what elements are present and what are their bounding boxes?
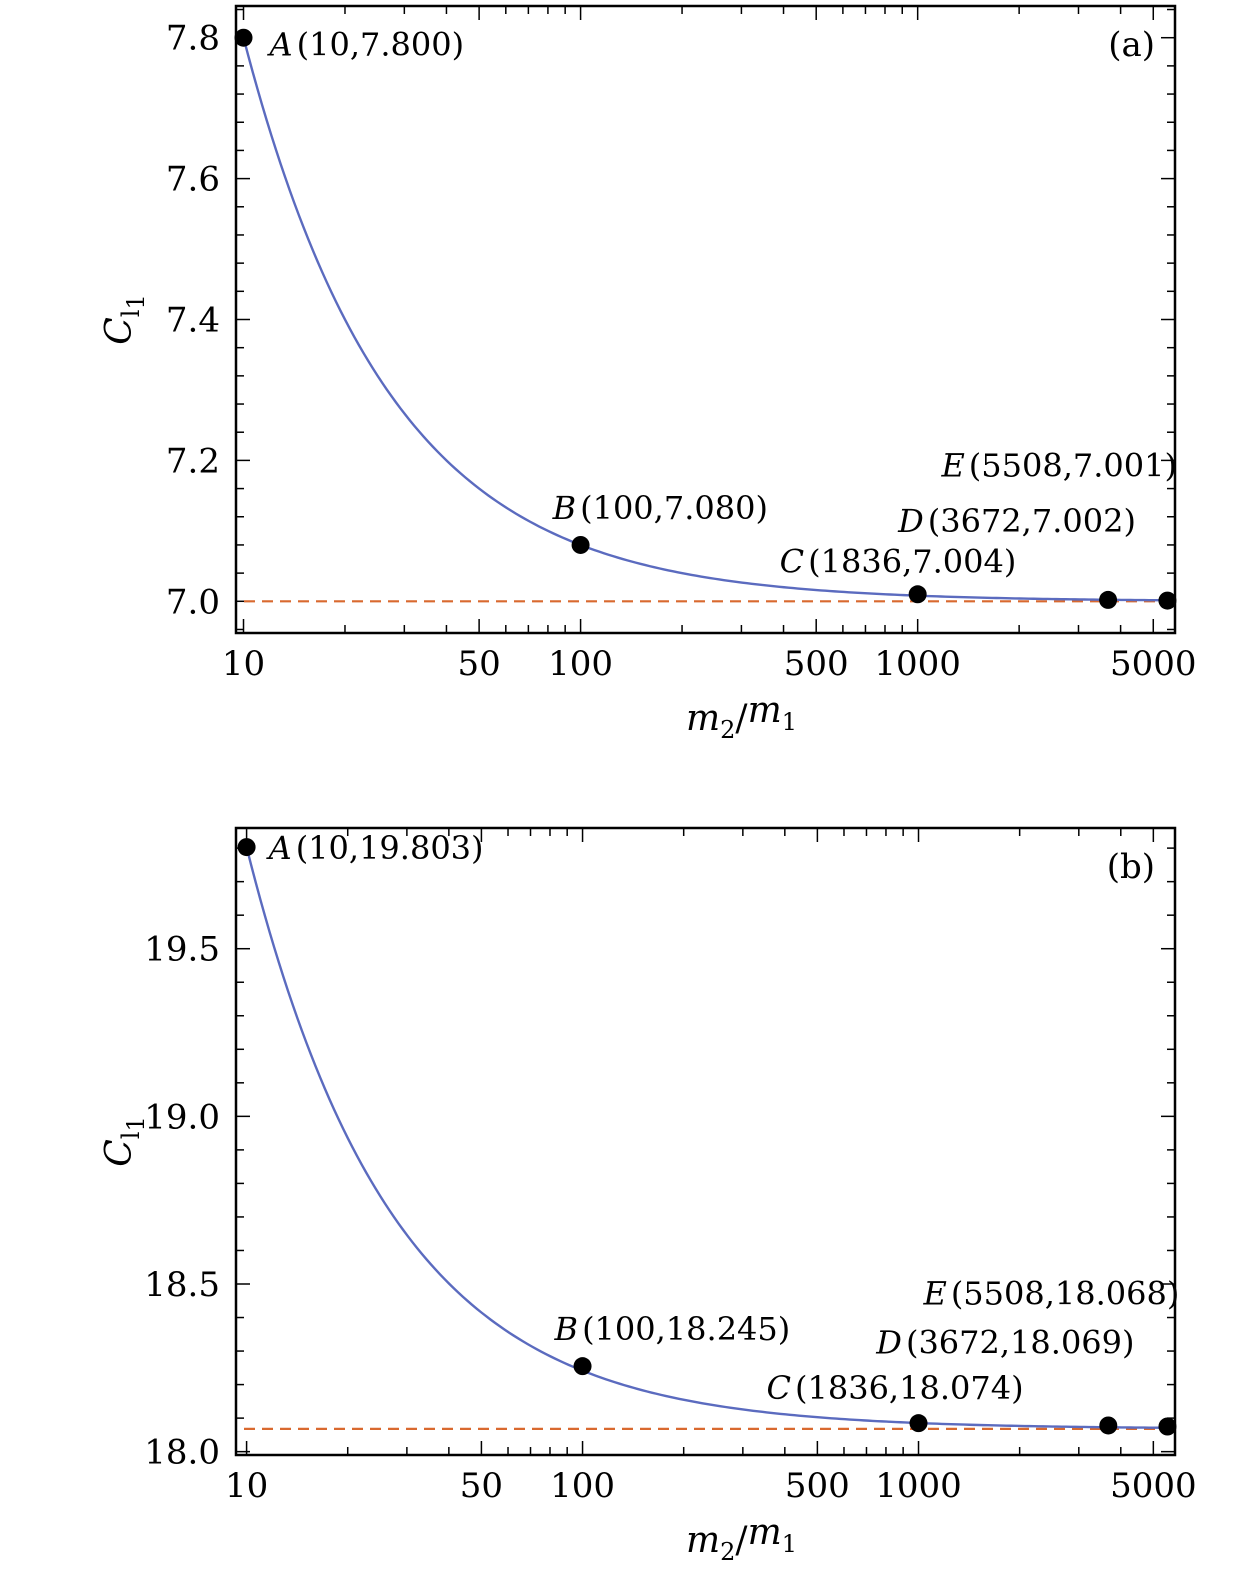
data-point-c <box>909 1414 928 1433</box>
data-point-e <box>1158 591 1177 610</box>
data-label-e: E (5508,7.001) <box>940 447 1177 485</box>
x-tick-label: 5000 <box>1110 1466 1197 1506</box>
data-label-b: B (100,7.080) <box>552 489 768 527</box>
data-label-c: C (1836,7.004) <box>780 542 1017 580</box>
data-point-e <box>1158 1417 1177 1436</box>
x-tick-label: 50 <box>457 644 500 684</box>
data-label-d: D (3672,7.002) <box>897 502 1136 540</box>
x-tick-label: 1000 <box>875 1466 962 1506</box>
y-tick-label: 19.0 <box>144 1097 220 1137</box>
x-axis-label: m2/m1 <box>686 690 797 744</box>
data-label-d: D (3672,18.069) <box>875 1323 1134 1361</box>
x-tick-label: 10 <box>225 1466 268 1506</box>
data-label-a: A (10,19.803) <box>266 829 484 867</box>
x-tick-label: 1000 <box>874 644 961 684</box>
y-tick-label: 7.6 <box>166 160 220 200</box>
chart-panel-b: 10 50 100 500 1000 5000 18.0 18.5 19.0 19.5 A (10,1… <box>99 826 1197 1566</box>
data-point-c <box>908 585 927 604</box>
x-tick-label: 500 <box>785 1466 850 1506</box>
x-tick-label: 50 <box>460 1466 503 1506</box>
data-point-d <box>1099 590 1118 609</box>
data-label-b: B (100,18.245) <box>554 1310 791 1348</box>
data-label-a: A (10,7.800) <box>267 26 465 64</box>
plot-frame <box>234 826 1177 1457</box>
y-tick-label: 7.4 <box>166 301 220 341</box>
y-tick-label: 18.5 <box>144 1265 220 1305</box>
panel-label: (a) <box>1108 25 1155 65</box>
data-label-c: C (1836,18.074) <box>767 1369 1024 1407</box>
series-curve <box>245 846 1168 1429</box>
x-tick-label: 10 <box>222 644 265 684</box>
data-point-b <box>573 1357 592 1376</box>
x-tick-label: 100 <box>550 1466 615 1506</box>
panel-label: (b) <box>1107 847 1155 887</box>
x-tick-label: 100 <box>548 644 613 684</box>
y-axis-label: Cl1 <box>99 294 150 345</box>
x-axis-label: m2/m1 <box>686 1512 797 1566</box>
data-label-e: E (5508,18.068) <box>922 1275 1179 1313</box>
data-point-a <box>237 838 256 857</box>
x-tick-label: 500 <box>784 644 849 684</box>
data-point-a <box>234 28 253 47</box>
y-tick-label: 7.8 <box>166 19 220 59</box>
data-point-d <box>1099 1416 1118 1435</box>
data-point-b <box>571 535 590 554</box>
y-axis-label: Cl1 <box>99 1116 150 1167</box>
y-tick-label: 19.5 <box>144 930 220 970</box>
x-tick-label: 5000 <box>1110 644 1197 684</box>
y-tick-label: 7.2 <box>166 441 220 481</box>
y-tick-label: 7.0 <box>166 582 220 622</box>
series-curve <box>242 37 1168 602</box>
y-tick-label: 18.0 <box>144 1433 220 1473</box>
chart-panel-a: 10 50 100 500 1000 5000 7.0 7.2 7.4 7.6 7.8 A (10,7.… <box>99 4 1197 744</box>
